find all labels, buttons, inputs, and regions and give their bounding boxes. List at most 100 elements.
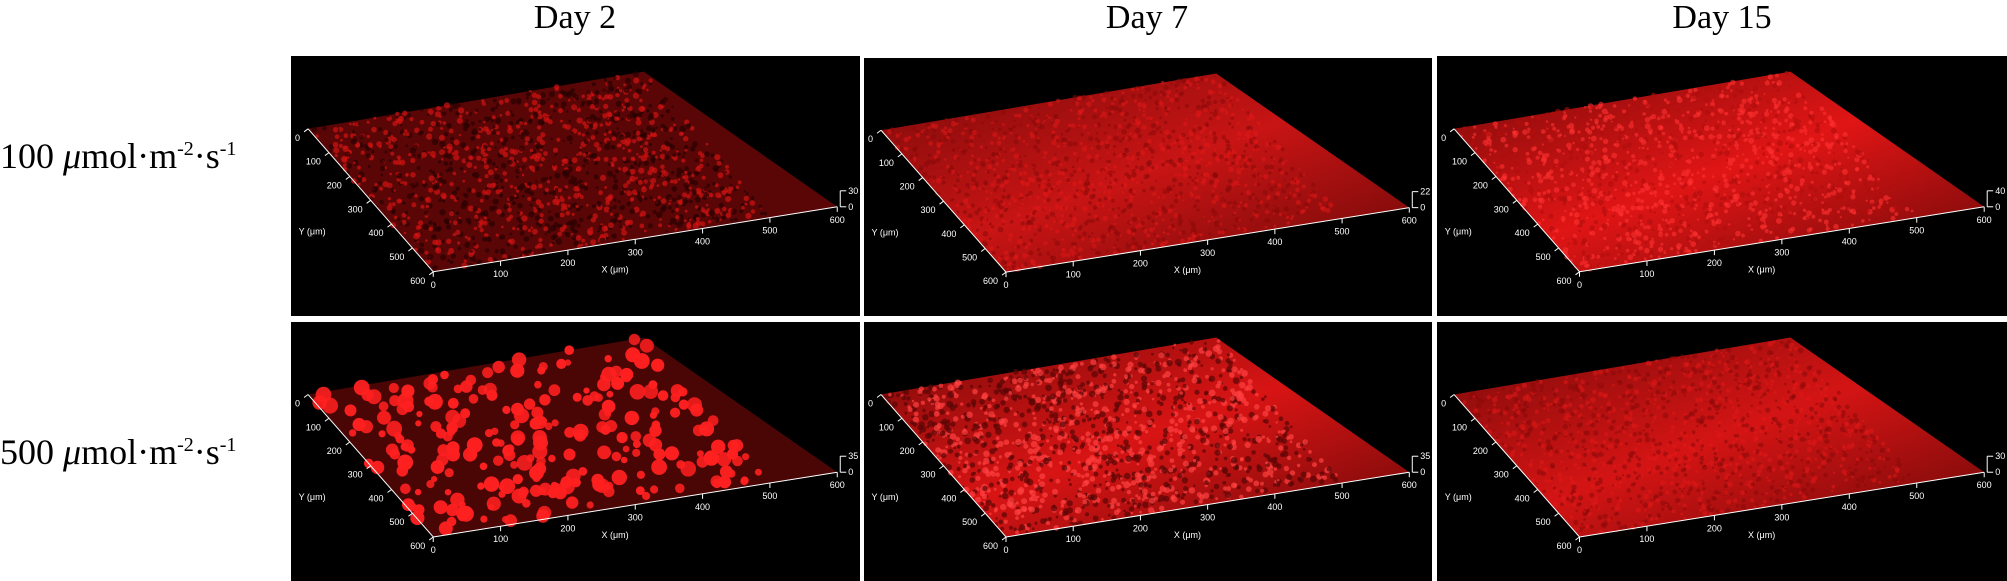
confocal-panel-100-day-2: 0 100 200 300 400 500 600 Y (μm) 0 100 200 300 400 50… (291, 56, 860, 316)
axes (1449, 128, 1994, 277)
surface-texture (312, 333, 762, 536)
z-max-label: 40 (1995, 186, 2005, 196)
z-min-label: 0 (1995, 202, 2000, 212)
x-tick-label: 0 (1577, 280, 1582, 290)
y-tick-label: 600 (1556, 276, 1571, 286)
z-min-label: 0 (1420, 467, 1425, 477)
confocal-panel-100-day-7: 0 100 200 300 400 500 600 Y (μm) 0 100 200 300 400 50… (864, 58, 1432, 316)
z-min-label: 0 (848, 467, 853, 477)
x-tick-label: 100 (1066, 269, 1081, 279)
y-tick-label: 600 (983, 276, 998, 286)
y-tick-label: 300 (920, 470, 935, 480)
y-tick-label: 0 (868, 399, 873, 409)
x-tick-label: 400 (1842, 236, 1857, 246)
surface-plane (1454, 71, 1985, 272)
x-tick-label: 300 (1774, 513, 1789, 523)
y-tick-label: 200 (900, 446, 915, 456)
y-tick-label: 300 (348, 204, 363, 214)
x-tick-label: 400 (1842, 502, 1857, 512)
y-tick-label: 200 (1473, 180, 1488, 190)
y-tick-label: 400 (368, 493, 383, 503)
y-tick-label: 600 (983, 541, 998, 551)
x-tick-label: 500 (1335, 491, 1350, 501)
x-tick-label: 400 (695, 236, 710, 246)
x-tick-label: 200 (1707, 258, 1722, 268)
y-tick-label: 400 (941, 229, 956, 239)
y-axis-label: Y (μm) (1445, 492, 1472, 502)
axes (876, 394, 1419, 542)
x-tick-label: 600 (1402, 480, 1417, 490)
y-tick-label: 0 (295, 133, 300, 143)
y-axis-label: Y (μm) (299, 227, 326, 237)
x-tick-label: 100 (1639, 269, 1654, 279)
axes (303, 394, 847, 542)
x-axis-label: X (μm) (1748, 530, 1775, 540)
y-tick-label: 200 (1473, 446, 1488, 456)
y-tick-label: 200 (327, 446, 342, 456)
y-tick-label: 0 (1441, 133, 1446, 143)
y-axis-label: Y (μm) (871, 227, 898, 237)
y-tick-label: 0 (295, 399, 300, 409)
x-tick-label: 0 (1577, 545, 1582, 555)
x-tick-label: 0 (431, 280, 436, 290)
surface-plane (881, 337, 1410, 537)
x-tick-label: 400 (1267, 502, 1282, 512)
z-min-label: 0 (1995, 467, 2000, 477)
x-tick-label: 200 (560, 258, 575, 268)
x-axis-label: X (μm) (601, 265, 628, 275)
confocal-panel-500-day-2: 0 100 200 300 400 500 600 Y (μm) 0 100 200 300 400 50… (291, 322, 860, 581)
x-tick-label: 400 (695, 502, 710, 512)
x-tick-label: 100 (493, 534, 508, 544)
x-tick-label: 300 (628, 247, 643, 257)
y-tick-label: 300 (348, 470, 363, 480)
y-tick-label: 500 (1536, 517, 1551, 527)
x-tick-label: 200 (1133, 259, 1148, 269)
row-label-100: 100 μmol·m-2·s-1 (0, 136, 237, 176)
confocal-panel-100-day-15: 0 100 200 300 400 500 600 Y (μm) 0 100 200 300 400 50… (1437, 56, 2007, 316)
y-tick-label: 400 (368, 228, 383, 238)
x-tick-label: 0 (1003, 280, 1008, 290)
y-tick-label: 500 (1536, 252, 1551, 262)
y-tick-label: 400 (1515, 493, 1530, 503)
column-header-day-15: Day 15 (1672, 0, 1772, 36)
column-header-day-7: Day 7 (1105, 0, 1189, 36)
y-tick-label: 500 (389, 517, 404, 527)
axes (1449, 394, 1994, 542)
y-tick-label: 500 (389, 252, 404, 262)
row-label-500: 500 μmol·m-2·s-1 (0, 432, 237, 472)
x-axis-label: X (μm) (601, 530, 628, 540)
z-min-label: 0 (848, 202, 853, 212)
y-tick-label: 300 (1494, 204, 1509, 214)
x-tick-label: 500 (762, 226, 777, 236)
x-tick-label: 300 (1774, 247, 1789, 257)
y-tick-label: 0 (1441, 399, 1446, 409)
z-max-label: 35 (848, 451, 858, 461)
y-tick-label: 200 (900, 182, 915, 192)
surface-plane (308, 71, 838, 272)
y-tick-label: 0 (868, 134, 873, 144)
y-tick-label: 500 (962, 517, 977, 527)
confocal-panel-500-day-7: 0 100 200 300 400 500 600 Y (μm) 0 100 200 300 400 50… (864, 322, 1432, 581)
y-tick-label: 100 (879, 158, 894, 168)
x-tick-label: 500 (762, 491, 777, 501)
z-min-label: 0 (1420, 203, 1425, 213)
x-tick-label: 600 (830, 480, 845, 490)
z-max-label: 30 (848, 186, 858, 196)
y-tick-label: 100 (306, 422, 321, 432)
y-tick-label: 100 (879, 422, 894, 432)
x-tick-label: 600 (1402, 216, 1417, 226)
x-tick-label: 100 (1639, 534, 1654, 544)
z-max-label: 35 (1420, 451, 1430, 461)
axes (303, 128, 847, 277)
z-max-label: 30 (1995, 451, 2005, 461)
y-tick-label: 100 (306, 157, 321, 167)
y-axis-label: Y (μm) (1445, 227, 1472, 237)
x-tick-label: 600 (1977, 215, 1992, 225)
x-axis-label: X (μm) (1174, 265, 1201, 275)
x-tick-label: 500 (1909, 226, 1924, 236)
x-tick-label: 0 (1003, 545, 1008, 555)
